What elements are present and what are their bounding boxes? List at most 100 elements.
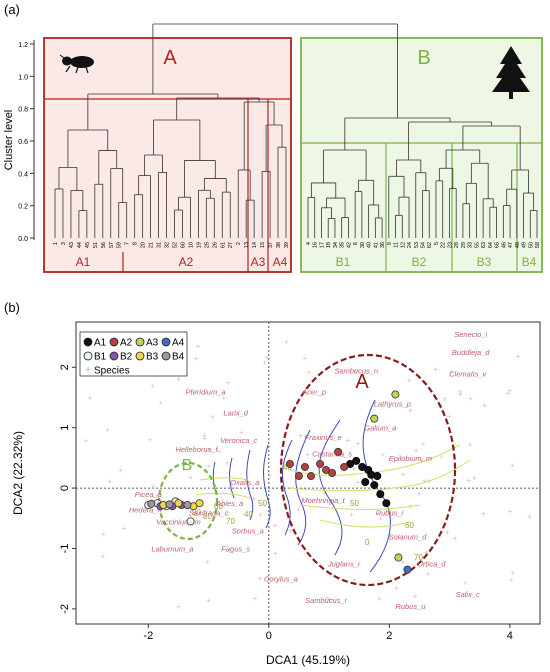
species-cross: + xyxy=(307,368,312,377)
species-cross: + xyxy=(205,557,210,566)
x-tick-label: 2 xyxy=(386,630,392,642)
legend-label: A4 xyxy=(172,338,185,349)
panel-a-label: (a) xyxy=(4,2,20,17)
site-point-a4 xyxy=(403,565,412,574)
x-tick-label: 0 xyxy=(266,630,272,642)
leaf-label: 60 xyxy=(180,242,186,248)
species-cross: + xyxy=(288,527,293,536)
species-cross: + xyxy=(354,366,359,375)
legend-marker-b4 xyxy=(161,351,171,361)
leaf-label: 43 xyxy=(69,242,75,248)
cluster-a-ellipse xyxy=(279,353,457,587)
species-cross: + xyxy=(447,412,452,421)
panel-a-y-axis-label: Cluster level xyxy=(3,110,15,171)
leaf-label: 46 xyxy=(501,242,507,248)
leaf-label: 54 xyxy=(421,242,427,248)
species-cross: + xyxy=(449,367,454,376)
cluster-a-label: A xyxy=(163,47,177,69)
species-cross: + xyxy=(150,482,155,491)
leaf-label: 63 xyxy=(481,242,487,248)
leaf-label: 26 xyxy=(212,242,218,248)
species-label: Sorbus_a xyxy=(232,526,264,535)
leaf-label: 2 xyxy=(236,242,242,245)
species-labels: Senecio_i Buddleja_d Clematis_v Sambucus_n P… xyxy=(129,330,490,611)
species-cross: + xyxy=(288,520,293,529)
leaf-label: 38 xyxy=(276,242,282,248)
leaf-label: 50 xyxy=(528,242,534,248)
species-cross: + xyxy=(466,476,471,485)
contour-labels: 40 50 60 70 80 90 40 50 60 70 0 xyxy=(192,463,423,562)
leaf-label: 18 xyxy=(326,242,332,248)
species-label: Acer_p xyxy=(301,387,326,396)
y-tick-label: 1 xyxy=(59,425,71,431)
species-cross: + xyxy=(377,595,382,604)
species-cross: + xyxy=(408,406,413,415)
leaf-label: 62 xyxy=(427,242,433,248)
dendrogram-leaf-labels: 1 3 43 44 45 51 56 57 59 7 8 20 21 31 32 52 60 10 19 25 26 61… xyxy=(53,242,541,248)
species-label: Fagus_s xyxy=(221,545,250,554)
contour-label: 60 xyxy=(214,502,223,511)
site-point-a2 xyxy=(294,472,303,481)
species-cross: + xyxy=(194,354,199,363)
leaf-label: 25 xyxy=(204,242,210,248)
species-label: Rubus_i xyxy=(376,508,404,517)
species-cross: + xyxy=(267,471,272,480)
species-cross: + xyxy=(330,570,335,579)
site-point-a2 xyxy=(307,472,316,481)
x-tick-label: 4 xyxy=(507,630,513,642)
species-cross: + xyxy=(400,558,405,567)
site-point-a3 xyxy=(394,553,403,562)
contour-label: 50 xyxy=(350,499,359,508)
subcluster-b1-label: B1 xyxy=(336,255,351,269)
leaf-label: 22 xyxy=(441,242,447,248)
panel-b-label: (b) xyxy=(4,300,20,315)
leaf-label: 64 xyxy=(488,242,494,248)
species-cross: + xyxy=(239,428,244,437)
contour-label: 70 xyxy=(414,553,423,562)
legend-marker-b3 xyxy=(135,351,145,361)
leaf-label: 55 xyxy=(474,242,480,248)
leaf-label: 44 xyxy=(77,242,83,248)
species-cross: + xyxy=(284,337,289,346)
legend-marker-b2 xyxy=(109,351,119,361)
species-cross: + xyxy=(176,603,181,612)
species-cross: + xyxy=(202,434,207,443)
subcluster-b3-label: B3 xyxy=(477,255,492,269)
species-label: Urtica_d xyxy=(418,560,447,569)
species-cross: + xyxy=(507,386,512,395)
subcluster-a1-label: A1 xyxy=(76,255,91,269)
species-cross: + xyxy=(202,431,207,440)
species-cross: + xyxy=(414,446,419,455)
site-point-a1 xyxy=(352,456,361,465)
site-points xyxy=(144,390,412,574)
site-point-a2 xyxy=(285,459,294,468)
species-cross: + xyxy=(394,584,399,593)
y-tick-label: 0.4 xyxy=(18,171,28,178)
panel-b-x-axis-label: DCA1 (45.19%) xyxy=(266,653,350,667)
site-point-a2 xyxy=(300,462,309,471)
leaf-label: 1 xyxy=(53,242,59,245)
species-cross: + xyxy=(323,489,328,498)
species-cross: + xyxy=(510,461,515,470)
species-cross: + xyxy=(439,453,444,462)
subcluster-b4-label: B4 xyxy=(522,255,537,269)
y-tick-label: 2 xyxy=(59,364,71,370)
species-label: Salix_c xyxy=(456,590,480,599)
leaf-label: 12 xyxy=(400,242,406,248)
x-tick-label: -2 xyxy=(143,630,153,642)
leaf-label: 36 xyxy=(380,242,386,248)
species-cross: + xyxy=(472,473,477,482)
beetle-icon xyxy=(59,54,94,74)
leaf-label: 39 xyxy=(284,242,290,248)
species-cross: + xyxy=(252,594,257,603)
leaf-label: 3 xyxy=(61,242,67,245)
species-label: Picea_a xyxy=(135,490,162,499)
leaf-label: 48 xyxy=(515,242,521,248)
subcluster-a3-label: A3 xyxy=(251,255,266,269)
species-cross: + xyxy=(419,456,424,465)
species-cross: + xyxy=(264,353,269,362)
site-point-a1 xyxy=(376,490,385,499)
contour-label: 60 xyxy=(405,521,414,530)
leaf-label: 31 xyxy=(157,242,163,248)
